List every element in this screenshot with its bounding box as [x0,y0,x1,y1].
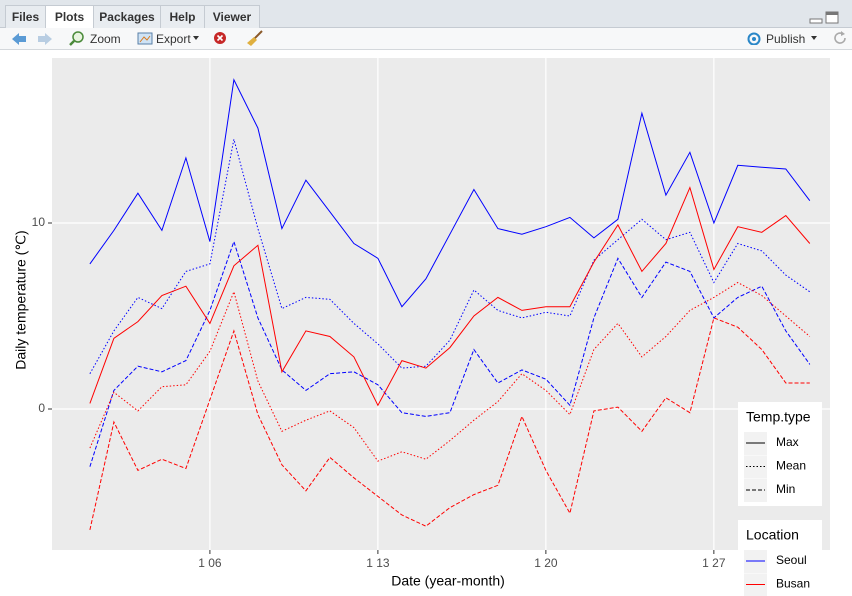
x-tick-label: 1 13 [366,556,390,570]
publish-button[interactable]: Publish [766,32,806,46]
x-axis-title: Date (year-month) [391,573,505,589]
refresh-icon[interactable] [833,31,848,46]
x-tick-label: 1 27 [702,556,726,570]
clear-plots-icon[interactable] [246,30,264,47]
tab[interactable]: Help [160,5,205,28]
y-axis-title: Daily temperature (℃) [13,230,29,369]
tab[interactable]: Packages [93,5,161,28]
legend-label: Max [776,435,799,449]
export-icon[interactable] [137,31,153,46]
series-line [89,281,811,462]
zoom-icon[interactable] [69,30,85,47]
zoom-button[interactable]: Zoom [90,32,121,46]
window-controls[interactable] [808,10,848,26]
nav-arrows[interactable] [10,31,60,47]
publish-icon[interactable] [746,32,762,45]
remove-plot-icon[interactable] [213,31,227,45]
legend-label: Mean [776,459,806,473]
series-line [89,317,810,531]
legend-title: Location [746,527,799,543]
export-button[interactable]: Export [156,32,191,46]
tab-bar: Files Plots Packages Help Viewer [0,0,852,28]
x-tick-label: 1 20 [534,556,558,570]
dropdown-arrow[interactable] [193,36,201,42]
legend-label: Seoul [776,553,807,567]
tab[interactable]: Plots [45,5,94,28]
plot-panel [52,58,830,550]
tab[interactable]: Viewer [204,5,260,28]
x-tick-label: 1 06 [198,556,222,570]
series-line [89,240,811,467]
series-line [89,78,811,308]
toolbar: Zoom Export Publish [0,28,852,50]
y-tick-label: 10 [32,215,46,229]
series-line [89,186,811,407]
series-line [89,139,811,374]
legend-label: Min [776,482,795,496]
legend-title: Temp.type [746,409,811,425]
chart: Date (year-month) Daily temperature (℃) … [13,58,830,596]
y-tick-label: 0 [38,401,45,415]
dropdown-arrow[interactable] [811,36,819,42]
legend-key-bg [744,455,767,479]
tab[interactable]: Files [5,5,46,28]
legend-label: Busan [776,577,810,591]
